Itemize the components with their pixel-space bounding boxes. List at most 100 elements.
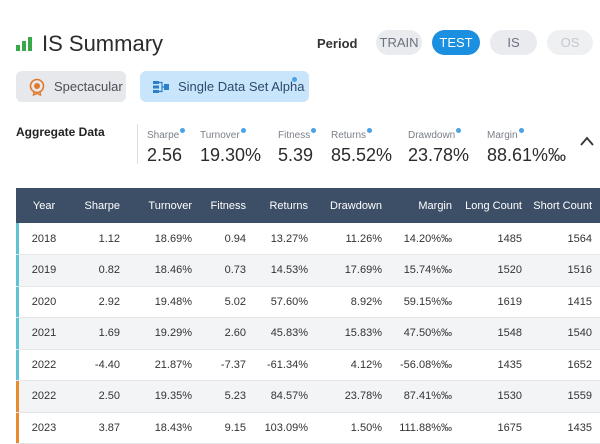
column-header[interactable]: Year bbox=[32, 199, 56, 212]
table-row: 2018 1.12 18.69% 0.94 13.27% 11.26% 14.2… bbox=[16, 223, 600, 255]
column-header[interactable]: Turnover bbox=[148, 199, 192, 212]
cell-long-count: 1520 bbox=[460, 254, 530, 287]
period-test-button[interactable]: TEST bbox=[432, 30, 480, 55]
cell-margin: 47.50%‰ bbox=[390, 317, 460, 350]
metric-value: 88.61%‰ bbox=[487, 145, 567, 165]
table-row: 2022 -4.40 21.87% -7.37 -61.34% 4.12% -5… bbox=[16, 349, 600, 381]
cell-long-count: 1675 bbox=[460, 412, 530, 444]
column-header[interactable]: Short Count bbox=[533, 199, 592, 212]
cell-short-count: 1415 bbox=[530, 286, 600, 318]
cell-year: 2022 bbox=[16, 349, 72, 381]
cell-short-count: 1652 bbox=[530, 349, 600, 381]
cell-sharpe: -4.40 bbox=[72, 349, 128, 381]
cell-fitness: 5.23 bbox=[200, 380, 254, 413]
metric-label: Margin bbox=[487, 130, 518, 141]
cell-long-count: 1485 bbox=[460, 223, 530, 255]
column-header[interactable]: Fitness bbox=[210, 199, 246, 212]
cell-long-count: 1548 bbox=[460, 317, 530, 350]
cell-sharpe: 2.92 bbox=[72, 286, 128, 318]
cell-margin: 14.20%‰ bbox=[390, 223, 460, 255]
header: IS Summary bbox=[16, 28, 163, 60]
divider bbox=[137, 124, 138, 164]
info-dot-icon bbox=[311, 128, 317, 133]
cell-short-count: 1559 bbox=[530, 380, 600, 413]
cell-fitness: 5.02 bbox=[200, 286, 254, 318]
metric-margin: Margin 88.61%‰ bbox=[487, 125, 566, 166]
cell-turnover: 21.87% bbox=[128, 349, 200, 381]
cell-turnover: 19.29% bbox=[128, 317, 200, 350]
chevron-up-icon[interactable] bbox=[580, 134, 594, 148]
cell-margin: 111.88%‰ bbox=[390, 412, 460, 444]
period-selector: Period bbox=[317, 30, 377, 56]
metric-value: 5.39 bbox=[278, 145, 314, 165]
spectacular-badge[interactable]: Spectacular bbox=[16, 71, 126, 102]
cell-drawdown: 23.78% bbox=[316, 380, 390, 413]
cell-short-count: 1564 bbox=[530, 223, 600, 255]
cell-year: 2018 bbox=[16, 223, 72, 255]
medal-icon bbox=[28, 78, 46, 96]
column-header[interactable]: Drawdown bbox=[330, 199, 382, 212]
cell-short-count: 1540 bbox=[530, 317, 600, 350]
cell-sharpe: 1.12 bbox=[72, 223, 128, 255]
column-header[interactable]: Sharpe bbox=[84, 199, 120, 212]
table-row: 2023 3.87 18.43% 9.15 103.09% 1.50% 111.… bbox=[16, 412, 600, 444]
cell-turnover: 18.69% bbox=[128, 223, 200, 255]
bar-chart-icon bbox=[16, 37, 34, 51]
column-header[interactable]: Long Count bbox=[465, 199, 522, 212]
column-header[interactable]: Margin bbox=[418, 199, 452, 212]
metric-turnover: Turnover 19.30% bbox=[200, 125, 261, 166]
metric-fitness: Fitness 5.39 bbox=[278, 125, 317, 166]
cell-fitness: 9.15 bbox=[200, 412, 254, 444]
cell-returns: 84.57% bbox=[254, 380, 316, 413]
cell-drawdown: 17.69% bbox=[316, 254, 390, 287]
metric-value: 19.30% bbox=[200, 145, 262, 165]
cell-margin: 87.41%‰ bbox=[390, 380, 460, 413]
table-row: 2022 2.50 19.35% 5.23 84.57% 23.78% 87.4… bbox=[16, 380, 600, 413]
info-dot-icon bbox=[456, 128, 462, 133]
column-header[interactable]: Returns bbox=[269, 199, 308, 212]
metric-label: Fitness bbox=[278, 130, 311, 141]
cell-drawdown: 4.12% bbox=[316, 349, 390, 381]
cell-drawdown: 8.92% bbox=[316, 286, 390, 318]
metric-label: Sharpe bbox=[147, 130, 180, 141]
metric-label: Drawdown bbox=[408, 130, 456, 141]
info-dot-icon bbox=[292, 77, 297, 82]
cell-short-count: 1516 bbox=[530, 254, 600, 287]
aggregate-data-title: Aggregate Data bbox=[16, 125, 105, 139]
cell-margin: 15.74%‰ bbox=[390, 254, 460, 287]
period-label: Period bbox=[317, 35, 358, 51]
cell-sharpe: 2.50 bbox=[72, 380, 128, 413]
cell-drawdown: 11.26% bbox=[316, 223, 390, 255]
cell-fitness: 0.73 bbox=[200, 254, 254, 287]
cell-turnover: 18.43% bbox=[128, 412, 200, 444]
period-os-button[interactable]: OS bbox=[547, 30, 593, 55]
metric-value: 2.56 bbox=[147, 145, 183, 165]
cell-margin: 59.15%‰ bbox=[390, 286, 460, 318]
cell-drawdown: 1.50% bbox=[316, 412, 390, 444]
metric-returns: Returns 85.52% bbox=[331, 125, 392, 166]
cell-turnover: 19.35% bbox=[128, 380, 200, 413]
page-title: IS Summary bbox=[42, 31, 164, 56]
period-train-button[interactable]: TRAIN bbox=[376, 30, 422, 55]
cell-year: 2023 bbox=[16, 412, 72, 444]
cell-year: 2022 bbox=[16, 380, 72, 413]
table-row: 2021 1.69 19.29% 2.60 45.83% 15.83% 47.5… bbox=[16, 317, 600, 350]
cell-sharpe: 3.87 bbox=[72, 412, 128, 444]
cell-fitness: 0.94 bbox=[200, 223, 254, 255]
cell-returns: 45.83% bbox=[254, 317, 316, 350]
info-dot-icon bbox=[518, 128, 524, 133]
cell-year: 2019 bbox=[16, 254, 72, 287]
cell-sharpe: 0.82 bbox=[72, 254, 128, 287]
single-data-set-badge[interactable]: Single Data Set Alpha bbox=[140, 71, 309, 102]
period-is-button[interactable]: IS bbox=[490, 30, 537, 55]
cell-returns: 103.09% bbox=[254, 412, 316, 444]
cell-year: 2020 bbox=[16, 286, 72, 318]
cell-returns: -61.34% bbox=[254, 349, 316, 381]
cell-year: 2021 bbox=[16, 317, 72, 350]
cell-long-count: 1530 bbox=[460, 380, 530, 413]
cell-long-count: 1435 bbox=[460, 349, 530, 381]
cell-returns: 57.60% bbox=[254, 286, 316, 318]
cell-turnover: 18.46% bbox=[128, 254, 200, 287]
table-header-row: Year Sharpe Turnover Fitness Returns Dra… bbox=[16, 188, 600, 223]
info-dot-icon bbox=[240, 128, 246, 133]
